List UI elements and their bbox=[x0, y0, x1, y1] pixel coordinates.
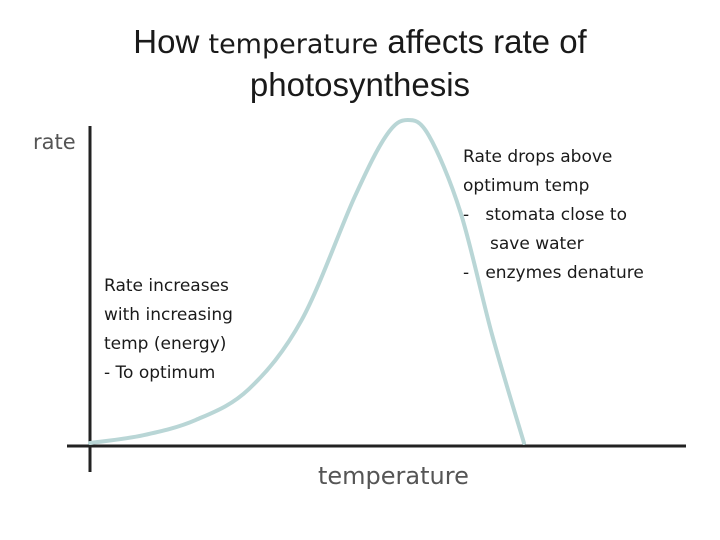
chart-title-line1: How temperature affects rate of bbox=[90, 22, 630, 65]
annotation-increase-line: - To optimum bbox=[104, 363, 216, 383]
rate-curve-line bbox=[88, 117, 526, 445]
series-layer bbox=[88, 117, 526, 445]
x-axis-label: temperature bbox=[318, 462, 469, 490]
annotation-rate-increases: Rate increases with increasing temp (energ… bbox=[104, 272, 233, 388]
annotation-drop-line: optimum temp bbox=[463, 176, 590, 196]
chart-title-line2: photosynthesis bbox=[249, 66, 471, 103]
title-word-how: How bbox=[133, 23, 200, 60]
annotation-drop-line: save water bbox=[463, 234, 584, 254]
annotation-increase-line: Rate increases bbox=[104, 276, 229, 296]
y-axis-label: rate bbox=[33, 130, 76, 154]
annotation-rate-drops: Rate drops above optimum temp - stomata cl… bbox=[463, 143, 644, 288]
annotation-drop-line: - stomata close to bbox=[463, 205, 627, 225]
annotation-drop-line: - enzymes denature bbox=[463, 263, 644, 283]
chart-title: How temperature affects rate of photosyn… bbox=[90, 22, 630, 105]
annotation-increase-line: temp (energy) bbox=[104, 334, 227, 354]
title-word-temperature: temperature bbox=[208, 29, 379, 60]
annotation-drop-line: Rate drops above bbox=[463, 147, 613, 167]
title-phrase-affects: affects rate of bbox=[387, 23, 587, 60]
annotation-increase-line: with increasing bbox=[104, 305, 233, 325]
